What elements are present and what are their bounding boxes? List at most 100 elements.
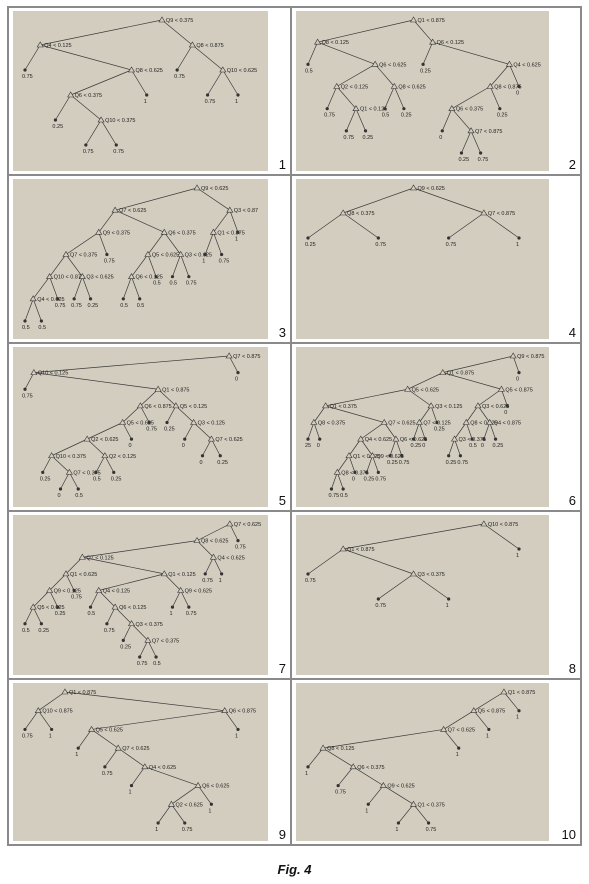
- leaf-value: 0.75: [202, 578, 213, 584]
- tree-edge: [443, 729, 459, 749]
- tree-edge: [336, 64, 376, 87]
- leaf-node-icon: [112, 470, 116, 474]
- leaf-value: 0: [352, 476, 355, 482]
- tree-edge: [451, 108, 472, 132]
- leaf-node-icon: [23, 68, 27, 72]
- tree-edge: [470, 130, 481, 154]
- tree-edge: [144, 766, 199, 786]
- leaf-node-icon: [138, 655, 142, 659]
- tree-edge: [82, 540, 198, 558]
- panel-number: 5: [278, 493, 286, 508]
- leaf-node-icon: [103, 765, 107, 769]
- leaf-node-icon: [318, 437, 322, 441]
- split-node-icon: [409, 184, 418, 191]
- split-label: Q2 < 0.625: [175, 802, 202, 808]
- split-label: Q3 < 0.625: [482, 404, 509, 410]
- split-node-icon: [30, 369, 38, 375]
- tree-edge: [483, 422, 491, 440]
- leaf-value: 0.25: [458, 157, 469, 163]
- tree-edge: [38, 691, 66, 712]
- leaf-value: 0.75: [478, 157, 489, 163]
- leaf-node-icon: [220, 572, 224, 576]
- leaf-node-icon: [94, 470, 98, 474]
- tree-edge: [355, 108, 366, 131]
- leaf-node-icon: [411, 437, 416, 441]
- split-label: Q9 < 0.375: [166, 18, 193, 24]
- leaf-node-icon: [365, 470, 369, 474]
- split-label: Q7 < 0.625: [122, 746, 149, 752]
- tree-edge: [139, 640, 149, 658]
- split-node-icon: [36, 41, 44, 48]
- split-node-icon: [226, 520, 234, 527]
- tree-edge: [163, 232, 181, 255]
- split-label: Q1 < 0.875: [162, 387, 189, 393]
- leaf-value: 0.75: [137, 661, 148, 667]
- tree-edge: [38, 710, 52, 730]
- leaf-node-icon: [58, 487, 63, 491]
- split-node-icon: [429, 38, 437, 45]
- tree-edge: [95, 455, 106, 473]
- split-node-icon: [136, 402, 144, 409]
- leaf-value: 1: [456, 752, 459, 758]
- split-label: Q6 < 0.125: [437, 40, 464, 46]
- tree-edge: [147, 232, 165, 255]
- leaf-value: 1: [516, 242, 519, 248]
- leaf-node-icon: [402, 107, 406, 111]
- split-node-icon: [95, 228, 103, 235]
- tree-edge: [336, 472, 344, 490]
- leaf-node-icon: [170, 275, 175, 279]
- split-node-icon: [380, 418, 388, 425]
- leaf-node-icon: [121, 297, 125, 301]
- tree-edge: [213, 209, 231, 233]
- leaf-node-icon: [203, 572, 207, 576]
- tree-edge: [366, 455, 373, 473]
- leaf-node-icon: [236, 371, 240, 375]
- split-node-icon: [221, 707, 229, 714]
- tree-edge: [473, 691, 505, 712]
- tree-edge: [70, 94, 102, 121]
- split-label: Q4 < 0.125: [103, 589, 130, 595]
- tree-edge: [98, 209, 116, 233]
- panel-number: 10: [561, 827, 576, 842]
- split-node-icon: [409, 16, 418, 23]
- split-label: Q5 < 0.625: [127, 421, 154, 427]
- tree-edge: [348, 455, 356, 473]
- leaf-value: 0.25: [363, 135, 374, 141]
- leaf-node-icon: [388, 454, 392, 458]
- split-label: Q5 < 0.625: [37, 605, 64, 611]
- leaf-value: 0.75: [182, 827, 193, 833]
- tree-edge: [477, 388, 502, 407]
- tree-edge: [98, 590, 116, 608]
- tree-edge: [503, 691, 520, 711]
- split-label: Q1 < 0.625: [70, 572, 97, 578]
- leaf-node-icon: [183, 821, 187, 825]
- split-label: Q4 < 0.125: [44, 43, 71, 49]
- tree-figure-grid: Q9 < 0.375 Q4 < 0.125 0.75 Q8 < 0.625 Q6 < 0…: [7, 6, 582, 846]
- leaf-node-icon: [482, 437, 486, 441]
- leaf-value: 0.5: [169, 281, 177, 287]
- decision-tree: Q10 < 0.875 1 Q1 < 0.875 0.75 Q3 < 0.375 0.75…: [305, 520, 521, 609]
- leaf-value: 0.75: [305, 578, 316, 584]
- leaf-node-icon: [50, 727, 54, 732]
- split-label: Q3 < 0.125: [198, 421, 225, 427]
- leaf-value: 0.75: [375, 476, 386, 482]
- tree-edge: [378, 573, 414, 600]
- split-label: Q5 < 0.875: [478, 709, 505, 715]
- tree-canvas: Q7 < 0.875 0 Q10 < 0.125 0.75 Q1 < 0.875 Q6 <…: [13, 347, 268, 507]
- tree-edge: [196, 540, 214, 558]
- split-label: Q7 < 0.875: [233, 354, 260, 360]
- split-node-icon: [141, 763, 149, 770]
- leaf-value: 0.5: [22, 628, 30, 634]
- tree-edge: [211, 438, 221, 456]
- decision-tree: Q1 < 0.875 Q10 < 0.875 0.75 1 Q6 < 0.875 1 Q5 …: [22, 688, 256, 833]
- split-label: Q3 < 0.375: [418, 572, 445, 578]
- split-label: Q3 < 0.625: [185, 253, 212, 259]
- split-node-icon: [188, 41, 196, 48]
- tree-edge: [140, 405, 150, 423]
- split-label: Q8 < 0.625: [136, 68, 163, 74]
- split-node-icon: [34, 707, 42, 714]
- tree-edge: [24, 606, 34, 624]
- tree-edge: [98, 573, 165, 591]
- split-label: Q2 < 0.625: [91, 437, 118, 443]
- tree-edge: [413, 19, 433, 43]
